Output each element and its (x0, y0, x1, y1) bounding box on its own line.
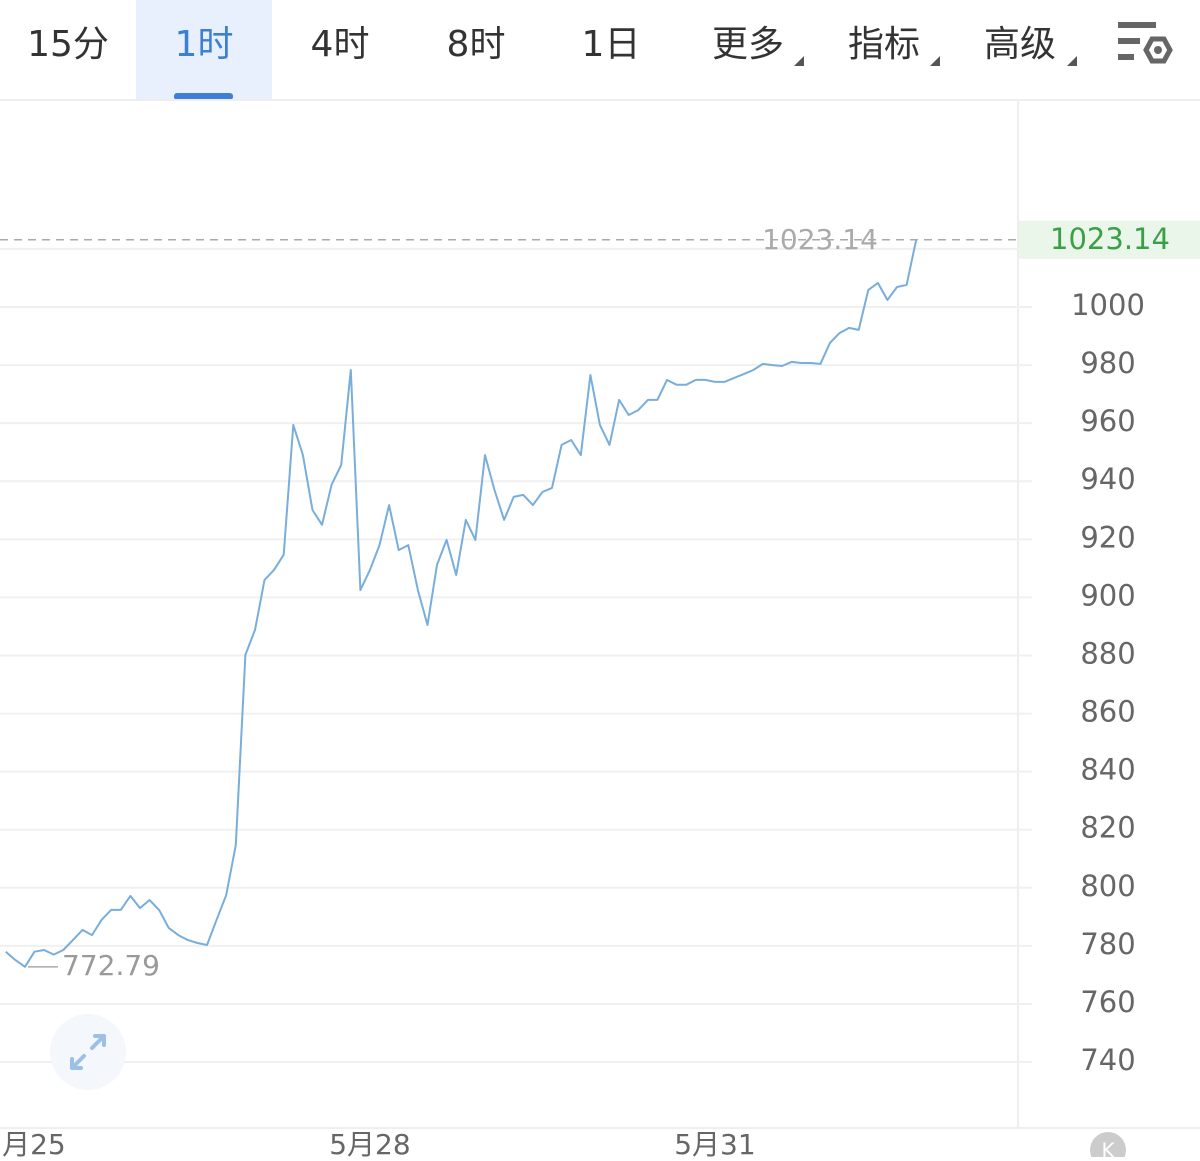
price-line (5, 239, 918, 968)
expand-button[interactable] (50, 1014, 126, 1090)
y-tick-label: 880 (1080, 636, 1135, 670)
y-tick-label: 1000 (1071, 288, 1145, 322)
y-tick-label: 960 (1080, 404, 1135, 438)
icon-hex (1143, 36, 1173, 64)
y-tick-label: 760 (1080, 985, 1135, 1019)
y-tick-label: 800 (1080, 869, 1135, 903)
y-tick-label: 780 (1080, 927, 1135, 961)
y-tick-label: 820 (1080, 811, 1135, 845)
y-tick-label: 920 (1080, 520, 1135, 554)
x-tick-label: 5月31 (674, 1128, 755, 1157)
tab[interactable]: 高级 (984, 24, 1056, 65)
expand-bg (50, 1014, 126, 1090)
current-price-tag (1019, 220, 1200, 259)
y-tick-label: 940 (1080, 462, 1135, 496)
icon-bar (1118, 22, 1156, 28)
settings-icon[interactable] (1118, 22, 1173, 64)
badge-text: K (1101, 1139, 1115, 1158)
badge-circle (1090, 1132, 1126, 1161)
expand-icon (70, 1034, 106, 1070)
icon-dot (1154, 46, 1162, 54)
tab-indicator (174, 93, 233, 100)
y-tick-label: 840 (1080, 753, 1135, 787)
grid (0, 247, 1032, 1064)
icon-bar (1118, 54, 1134, 60)
y-tick-label: 980 (1080, 346, 1135, 380)
y-tick-label: 900 (1080, 578, 1135, 612)
tab[interactable]: 15分 (27, 24, 109, 65)
icon-bar (1118, 38, 1140, 44)
y-tick-label: 740 (1080, 1043, 1135, 1077)
tab[interactable]: 4时 (311, 24, 370, 65)
dropdown-arrows (794, 56, 1077, 66)
tab[interactable]: 1时 (175, 24, 234, 65)
tab[interactable]: 1日 (582, 24, 641, 65)
y-tick-label: 860 (1080, 695, 1135, 729)
current-price-tag-text: 1023.14 (1050, 222, 1170, 256)
current-price-label: 1023.14 (762, 223, 878, 256)
x-tick-label: 5月25 (0, 1128, 66, 1157)
tab[interactable]: 指标 (848, 24, 920, 65)
plot (5, 239, 918, 968)
tab-selected-bg (136, 0, 272, 100)
x-tick-label: 5月28 (329, 1128, 410, 1157)
tab[interactable]: 8时 (447, 24, 506, 65)
low-label: 772.79 (62, 949, 160, 982)
tab[interactable]: 更多 (712, 24, 784, 65)
